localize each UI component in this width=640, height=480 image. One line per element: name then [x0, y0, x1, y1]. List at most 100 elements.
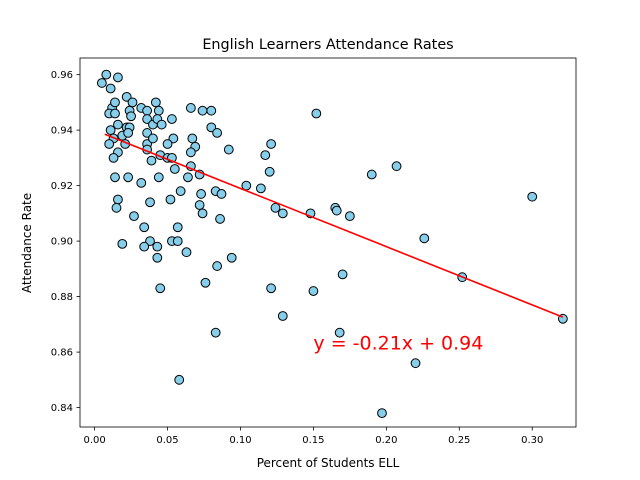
data-point [145, 236, 155, 247]
axes-layer: 0.00 0.05 0.10 0.15 0.20 0.25 0.30 0.84 0.86 0.88… [51, 57, 577, 446]
data-point [110, 172, 120, 183]
data-point [142, 105, 153, 116]
data-point [260, 150, 271, 161]
data-point [113, 119, 123, 130]
data-point [150, 97, 161, 108]
x-tick-label: 0.20 [375, 435, 397, 446]
x-tick-label: 0.25 [448, 435, 470, 446]
data-point [175, 186, 186, 197]
data-point [344, 211, 355, 222]
regression-layer [104, 133, 564, 318]
data-point [123, 172, 134, 183]
data-point [153, 105, 164, 116]
x-tick-label: 0.05 [156, 435, 178, 446]
data-point [167, 114, 177, 124]
data-point [111, 202, 122, 213]
data-point [129, 211, 139, 222]
data-point [311, 108, 322, 119]
data-point [264, 166, 275, 177]
data-point [334, 327, 345, 338]
data-point [410, 358, 421, 369]
data-point [337, 269, 348, 280]
data-point [172, 222, 183, 233]
y-tick-label: 0.84 [51, 403, 73, 414]
data-point [156, 119, 167, 130]
data-point [185, 103, 196, 113]
data-point [152, 241, 163, 252]
y-tick-label: 0.86 [51, 348, 73, 359]
data-point [165, 194, 176, 205]
data-point [255, 183, 266, 194]
data-point [212, 128, 223, 138]
data-point [113, 72, 123, 83]
data-point [105, 83, 116, 94]
data-point [419, 233, 430, 244]
data-point [121, 91, 132, 102]
x-axis-label: Percent of Students ELL [257, 456, 400, 470]
data-point [142, 128, 153, 138]
x-tick-label: 0.10 [229, 435, 251, 446]
data-point [216, 189, 227, 199]
data-point [266, 139, 277, 149]
y-tick-label: 0.88 [51, 292, 73, 303]
y-axis-label: Attendance Rate [20, 193, 34, 293]
data-point [197, 208, 208, 219]
data-point [96, 78, 107, 88]
x-tick-label: 0.30 [521, 435, 543, 446]
data-point [197, 105, 208, 116]
data-point [110, 108, 120, 119]
data-point [113, 194, 123, 205]
data-point [377, 408, 387, 419]
data-point [277, 311, 288, 321]
data-point [391, 161, 402, 172]
data-point [145, 197, 155, 208]
data-point [117, 238, 128, 249]
chart-title: English Learners Attendance Rates [202, 37, 453, 53]
data-point [172, 236, 183, 247]
data-point [108, 152, 119, 163]
data-point [146, 155, 157, 166]
regression-equation-label: y = -0.21x + 0.94 [313, 332, 483, 354]
data-point [210, 327, 221, 338]
data-point [126, 111, 136, 122]
regression-line [104, 133, 564, 318]
data-point [277, 208, 288, 219]
data-point [148, 133, 158, 144]
data-point [223, 144, 234, 155]
data-point [200, 277, 211, 288]
data-point [308, 286, 319, 296]
y-tick-label: 0.92 [51, 181, 73, 192]
data-point [169, 164, 180, 174]
data-point [162, 139, 173, 149]
data-point [527, 191, 538, 202]
data-point [366, 169, 377, 180]
data-point [174, 374, 185, 385]
data-point [194, 200, 205, 210]
points-layer [96, 69, 568, 419]
data-point [181, 247, 192, 258]
data-point [215, 214, 225, 224]
data-point [101, 69, 112, 80]
x-tick-label: 0.00 [83, 435, 105, 446]
data-point [153, 172, 164, 183]
data-point [270, 202, 281, 213]
data-point [136, 177, 147, 188]
data-point [127, 97, 138, 108]
data-point [206, 105, 217, 116]
data-point [266, 283, 277, 294]
data-point [187, 133, 198, 144]
y-tick-label: 0.96 [51, 70, 73, 81]
data-point [331, 205, 342, 216]
data-point [155, 283, 166, 294]
y-tick-label: 0.90 [51, 237, 73, 248]
data-point [139, 222, 150, 233]
x-tick-label: 0.15 [302, 435, 324, 446]
data-point [206, 122, 217, 133]
data-point [104, 139, 115, 149]
data-point [139, 241, 150, 252]
data-point [110, 97, 120, 108]
data-point [185, 147, 196, 158]
plot-frame [79, 57, 577, 428]
